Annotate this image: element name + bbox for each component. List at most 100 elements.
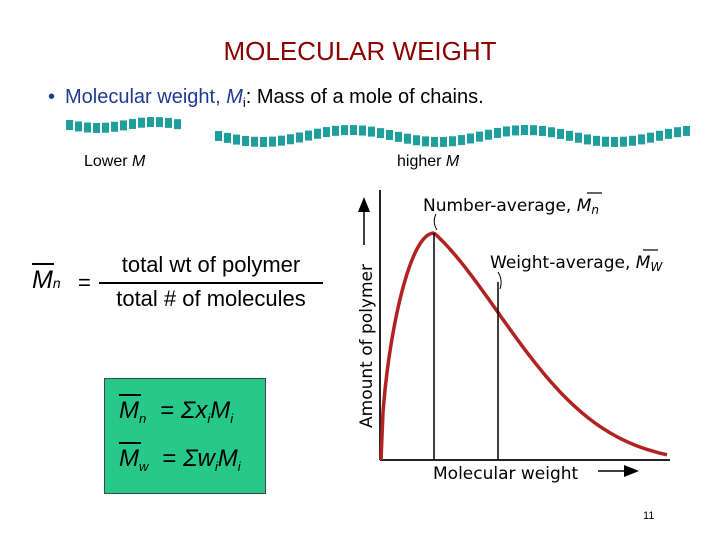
chain-bead — [314, 128, 321, 139]
higher-m-prefix: higher — [397, 153, 446, 170]
equals-sign: = — [78, 270, 91, 295]
chain-bead — [395, 131, 402, 142]
chain-bead — [66, 120, 73, 130]
number-average-text: Number-average, — [423, 196, 577, 216]
number-average-pointer — [433, 213, 438, 231]
chain-bead — [683, 125, 690, 136]
definition-term: Molecular weight, — [65, 86, 227, 108]
mn-sub: n — [52, 275, 61, 291]
definition-symbol: M — [226, 86, 243, 108]
page-number: 11 — [643, 510, 655, 522]
chain-bead — [377, 128, 384, 139]
chain-bead — [476, 131, 483, 142]
chain-bead — [647, 132, 654, 143]
chain-bead — [404, 133, 411, 144]
row1-sub: n — [139, 411, 147, 426]
chain-bead — [305, 130, 312, 141]
chain-bead — [332, 125, 339, 136]
chain-bead — [138, 117, 145, 128]
chain-bead — [368, 126, 375, 137]
definition-symbol-sub: i — [242, 95, 246, 110]
chain-bead — [75, 121, 82, 132]
chain-bead — [593, 135, 600, 146]
weight-average-label: Weight-average, MW — [490, 253, 663, 274]
weight-average-sub: W — [650, 260, 663, 274]
y-axis-label: Amount of polymer — [357, 264, 377, 428]
chain-bead — [431, 136, 438, 147]
chain-bead — [584, 134, 591, 145]
mn-letter: M — [32, 266, 53, 294]
chain-bead — [458, 135, 465, 146]
row1-sum-sub: i — [207, 411, 211, 426]
chain-bead — [120, 120, 127, 131]
lower-m-symbol: M — [132, 153, 146, 170]
chain-bead — [287, 134, 294, 145]
higher-m-label: higher M — [397, 153, 459, 171]
lower-m-prefix: Lower — [84, 153, 133, 170]
polymer-chains-illustration — [66, 117, 690, 147]
chain-bead — [278, 135, 285, 146]
mn-formula-row: Mn = ΣxiMi — [119, 394, 233, 426]
chain-bead — [251, 136, 258, 147]
chain-bead — [440, 136, 447, 147]
fraction-numerator: total wt of polymer — [121, 252, 301, 277]
weight-average-symbol: M — [636, 253, 651, 273]
chain-bead — [620, 136, 627, 147]
chain-bead — [449, 136, 456, 147]
chain-bead — [341, 125, 348, 136]
number-average-label: Number-average, Mn — [423, 196, 599, 217]
distribution-curve — [379, 231, 668, 461]
definition-bullet: • Molecular weight, Mi: Mass of a mole of… — [48, 86, 484, 110]
chain-bead — [242, 135, 249, 146]
number-average-symbol: M — [577, 196, 592, 216]
chain-bead — [296, 132, 303, 143]
chain-bead — [93, 122, 100, 133]
fraction-denominator: total # of molecules — [116, 286, 306, 311]
row1-symbol: M — [119, 397, 139, 424]
chain-bead — [485, 129, 492, 140]
row2-sum: Σw — [183, 445, 215, 472]
chain-bead — [413, 135, 420, 146]
chain-bead — [629, 135, 636, 146]
average-formulas-box: Mn = ΣxiMi Mw = ΣwiMi — [104, 378, 266, 494]
mw-formula-row: Mw = ΣwiMi — [119, 442, 241, 474]
row1-m: M — [210, 397, 231, 424]
chain-bead — [467, 133, 474, 144]
mn-overbar — [32, 263, 54, 265]
fraction-bar — [99, 282, 323, 284]
chain-bead — [350, 125, 357, 136]
chain-bead — [494, 127, 501, 138]
chain-bead — [503, 126, 510, 137]
chain-bead — [165, 117, 172, 128]
chain-bead — [665, 128, 672, 139]
row2-m-sub: i — [237, 459, 241, 474]
chain-bead — [521, 125, 528, 136]
bullet-dot: • — [48, 86, 56, 108]
row2-sum-sub: i — [214, 459, 218, 474]
x-axis-label: Molecular weight — [433, 464, 579, 484]
number-average-sub: n — [591, 203, 599, 217]
row2-symbol: M — [119, 445, 139, 472]
chain-bead — [611, 136, 618, 147]
chain-bead — [557, 128, 564, 139]
higher-m-symbol: M — [445, 153, 460, 170]
chain-bead — [530, 125, 537, 136]
chain-bead — [174, 119, 181, 130]
chain-bead — [323, 127, 330, 138]
chain-bead — [359, 125, 366, 136]
chain-bead — [422, 136, 429, 147]
chain-bead — [269, 136, 276, 147]
chain-bead — [224, 132, 231, 143]
definition-text: : Mass of a mole of chains. — [245, 86, 484, 108]
chain-bead — [539, 125, 546, 136]
chain-bead — [147, 117, 154, 128]
row2-m: M — [217, 445, 238, 472]
chain-bead — [512, 125, 519, 136]
chain-bead — [102, 122, 109, 133]
chain-bead — [386, 129, 393, 140]
slide-title: MOLECULAR WEIGHT — [223, 36, 497, 66]
mn-symbol: Mn — [32, 263, 61, 295]
chain-bead — [548, 127, 555, 138]
chain-bead — [156, 117, 163, 128]
